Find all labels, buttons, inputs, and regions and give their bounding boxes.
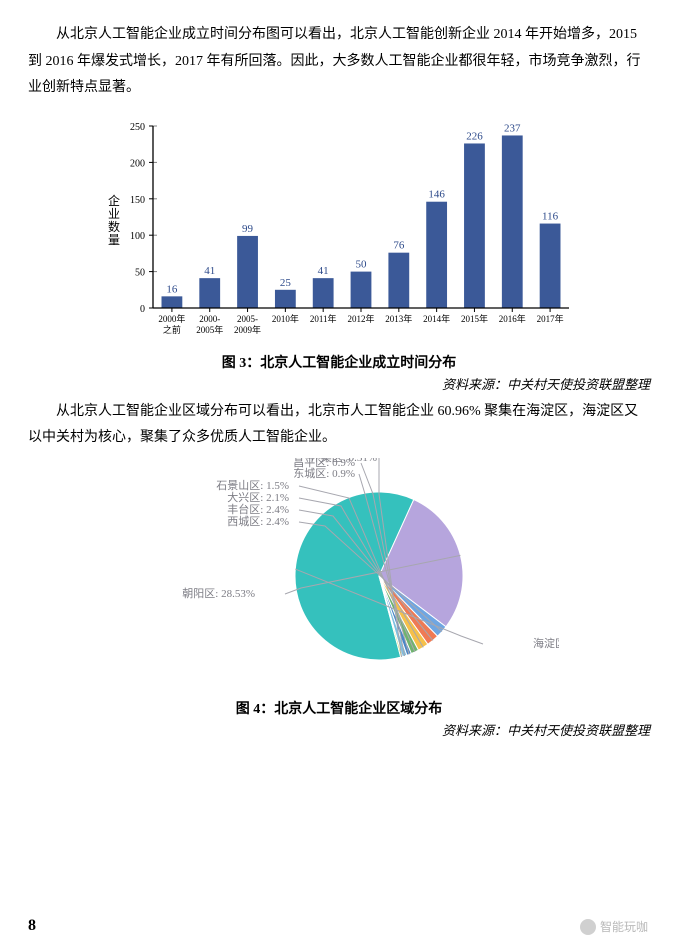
svg-text:100: 100 bbox=[130, 231, 145, 242]
svg-text:2000年: 2000年 bbox=[158, 313, 185, 324]
svg-text:量: 量 bbox=[108, 233, 120, 247]
svg-text:数: 数 bbox=[108, 219, 120, 234]
svg-text:怀柔区: 0.31%: 怀柔区: 0.31% bbox=[310, 458, 377, 464]
page-number: 8 bbox=[28, 917, 36, 935]
svg-text:2017年: 2017年 bbox=[537, 313, 564, 324]
figure4-caption: 图 4：北京人工智能企业区域分布 bbox=[28, 698, 650, 718]
svg-text:2014年: 2014年 bbox=[423, 313, 450, 324]
svg-text:2016年: 2016年 bbox=[499, 313, 526, 324]
paragraph-1: 从北京人工智能企业成立时间分布图可以看出，北京人工智能创新企业 2014 年开始… bbox=[28, 22, 650, 102]
svg-text:50: 50 bbox=[356, 258, 368, 270]
figure3-source: 资料来源：中关村天使投资联盟整理 bbox=[28, 374, 650, 393]
svg-text:大兴区: 2.1%: 大兴区: 2.1% bbox=[227, 490, 289, 504]
svg-text:2005-: 2005- bbox=[237, 314, 258, 324]
svg-text:99: 99 bbox=[242, 223, 254, 235]
svg-text:2012年: 2012年 bbox=[347, 313, 374, 324]
svg-text:200: 200 bbox=[130, 158, 145, 169]
svg-text:2010年: 2010年 bbox=[272, 313, 299, 324]
bar-chart: 0 50 100 150 200 250 16 41 99 25 41 50 76 146 226 237 11… bbox=[99, 108, 579, 348]
svg-text:2009年: 2009年 bbox=[234, 324, 261, 335]
pie-chart: 海淀区: 60.96% 朝阳区: 28.53% 西城区: 2.4%丰台区: 2.4%… bbox=[119, 458, 559, 694]
svg-text:企: 企 bbox=[108, 193, 120, 208]
svg-text:海淀区: 60.96%: 海淀区: 60.96% bbox=[533, 636, 559, 650]
pie-chart-container: 海淀区: 60.96% 朝阳区: 28.53% 西城区: 2.4%丰台区: 2.4%… bbox=[28, 458, 650, 694]
svg-text:朝阳区: 28.53%: 朝阳区: 28.53% bbox=[182, 587, 255, 600]
svg-text:25: 25 bbox=[280, 277, 292, 289]
figure3-caption: 图 3：北京人工智能企业成立时间分布 bbox=[28, 352, 650, 372]
watermark-text: 智能玩咖 bbox=[600, 918, 648, 935]
svg-text:41: 41 bbox=[204, 265, 215, 277]
svg-text:2013年: 2013年 bbox=[385, 313, 412, 324]
wechat-icon bbox=[580, 919, 596, 935]
svg-text:237: 237 bbox=[504, 122, 521, 134]
svg-text:丰台区: 2.4%: 丰台区: 2.4% bbox=[227, 502, 289, 516]
svg-text:之前: 之前 bbox=[163, 324, 181, 335]
svg-text:76: 76 bbox=[393, 239, 405, 251]
svg-text:西城区: 2.4%: 西城区: 2.4% bbox=[227, 515, 289, 528]
bar-chart-container: 0 50 100 150 200 250 16 41 99 25 41 50 76 146 226 237 11… bbox=[28, 108, 650, 348]
svg-text:50: 50 bbox=[135, 267, 145, 278]
paragraph-2: 从北京人工智能企业区域分布可以看出，北京市人工智能企业 60.96% 聚集在海淀… bbox=[28, 399, 650, 452]
svg-text:146: 146 bbox=[428, 188, 445, 200]
svg-text:石景山区: 1.5%: 石景山区: 1.5% bbox=[216, 479, 289, 492]
svg-text:2000-: 2000- bbox=[199, 314, 220, 324]
svg-text:2015年: 2015年 bbox=[461, 313, 488, 324]
watermark: 智能玩咖 bbox=[580, 918, 648, 935]
svg-text:116: 116 bbox=[542, 210, 559, 222]
svg-text:2005年: 2005年 bbox=[196, 324, 223, 335]
svg-text:2011年: 2011年 bbox=[310, 313, 337, 324]
svg-text:0: 0 bbox=[140, 304, 145, 315]
svg-text:41: 41 bbox=[318, 265, 329, 277]
svg-text:250: 250 bbox=[130, 122, 145, 133]
figure4-source: 资料来源：中关村天使投资联盟整理 bbox=[28, 720, 650, 739]
svg-text:业: 业 bbox=[108, 207, 120, 221]
svg-text:226: 226 bbox=[466, 130, 483, 142]
svg-text:150: 150 bbox=[130, 195, 145, 206]
svg-text:16: 16 bbox=[166, 283, 178, 295]
